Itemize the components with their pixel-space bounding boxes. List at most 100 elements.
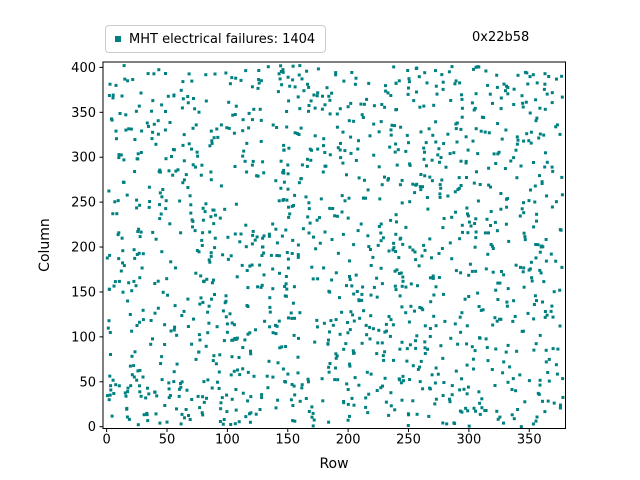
data-point [345,173,348,177]
data-point [112,284,116,288]
data-point [408,343,412,347]
data-point [268,305,272,309]
data-point [120,236,124,240]
data-point [269,253,273,257]
data-point [197,333,201,337]
x-tick-label: 150 [275,433,300,448]
data-point [141,252,145,256]
data-point [360,292,364,296]
data-point [311,424,315,428]
data-point [561,395,565,399]
data-point [147,185,151,189]
data-point [400,340,404,344]
data-point [226,257,230,261]
data-point [523,235,527,239]
data-point [175,407,178,411]
data-point [409,304,413,308]
data-point [186,101,190,105]
data-point [152,122,156,126]
data-point [535,212,539,216]
data-point [165,277,169,281]
data-point [122,180,126,184]
data-point [405,347,409,351]
data-point [322,266,326,270]
data-point [311,411,315,415]
data-point [348,364,352,368]
data-point [154,412,158,416]
data-point [111,212,115,216]
data-point [423,150,426,154]
data-point [545,160,549,164]
data-point [417,264,421,268]
data-point [244,245,248,249]
data-point [243,159,247,163]
data-point [200,163,204,167]
data-point [290,316,294,320]
data-point [325,86,329,90]
data-point [449,99,453,102]
data-point [401,374,405,378]
data-point [305,69,309,73]
data-point [414,339,417,343]
data-point [160,355,164,359]
data-point [514,389,518,393]
data-point [315,94,319,98]
data-point [499,107,503,111]
data-point [423,71,427,75]
data-point [171,173,175,177]
legend-marker-square-icon [115,36,121,42]
data-point [189,203,193,207]
data-point [293,316,296,320]
data-point [139,394,143,398]
data-point [352,403,356,407]
data-point [342,79,346,83]
data-point [179,422,183,426]
data-point [214,362,218,366]
data-point [290,383,294,386]
data-point [126,79,130,83]
data-point [234,388,238,391]
data-point [212,278,215,282]
data-point [193,229,197,233]
data-point [552,401,556,405]
data-point [545,92,549,96]
data-point [312,93,316,97]
data-point [160,378,164,382]
data-point [514,263,518,267]
data-point [532,348,536,352]
data-point [201,395,205,399]
data-point [261,160,265,164]
data-point [158,168,162,172]
data-point [169,260,173,264]
data-point [467,295,471,298]
data-point [246,305,250,308]
data-point [253,238,257,242]
data-point [275,254,279,257]
data-point [371,327,375,331]
data-point [198,302,202,306]
data-point [547,357,551,361]
data-point [543,315,547,319]
data-point [454,122,458,126]
data-point [276,361,280,365]
data-point [282,168,286,172]
data-point [259,118,263,122]
data-point [329,319,333,323]
data-point [123,77,127,81]
data-point [408,200,412,204]
data-point [126,390,130,394]
data-point [346,331,350,335]
data-point [496,298,500,301]
data-point [218,353,222,357]
data-point [200,411,204,415]
data-point [434,397,438,401]
data-point [428,335,432,338]
data-point [291,419,295,423]
data-point [495,85,499,89]
data-point [161,188,165,191]
data-point [551,315,555,319]
data-point [158,191,162,195]
data-point [296,253,300,257]
data-point [535,299,538,303]
data-point [156,306,160,310]
